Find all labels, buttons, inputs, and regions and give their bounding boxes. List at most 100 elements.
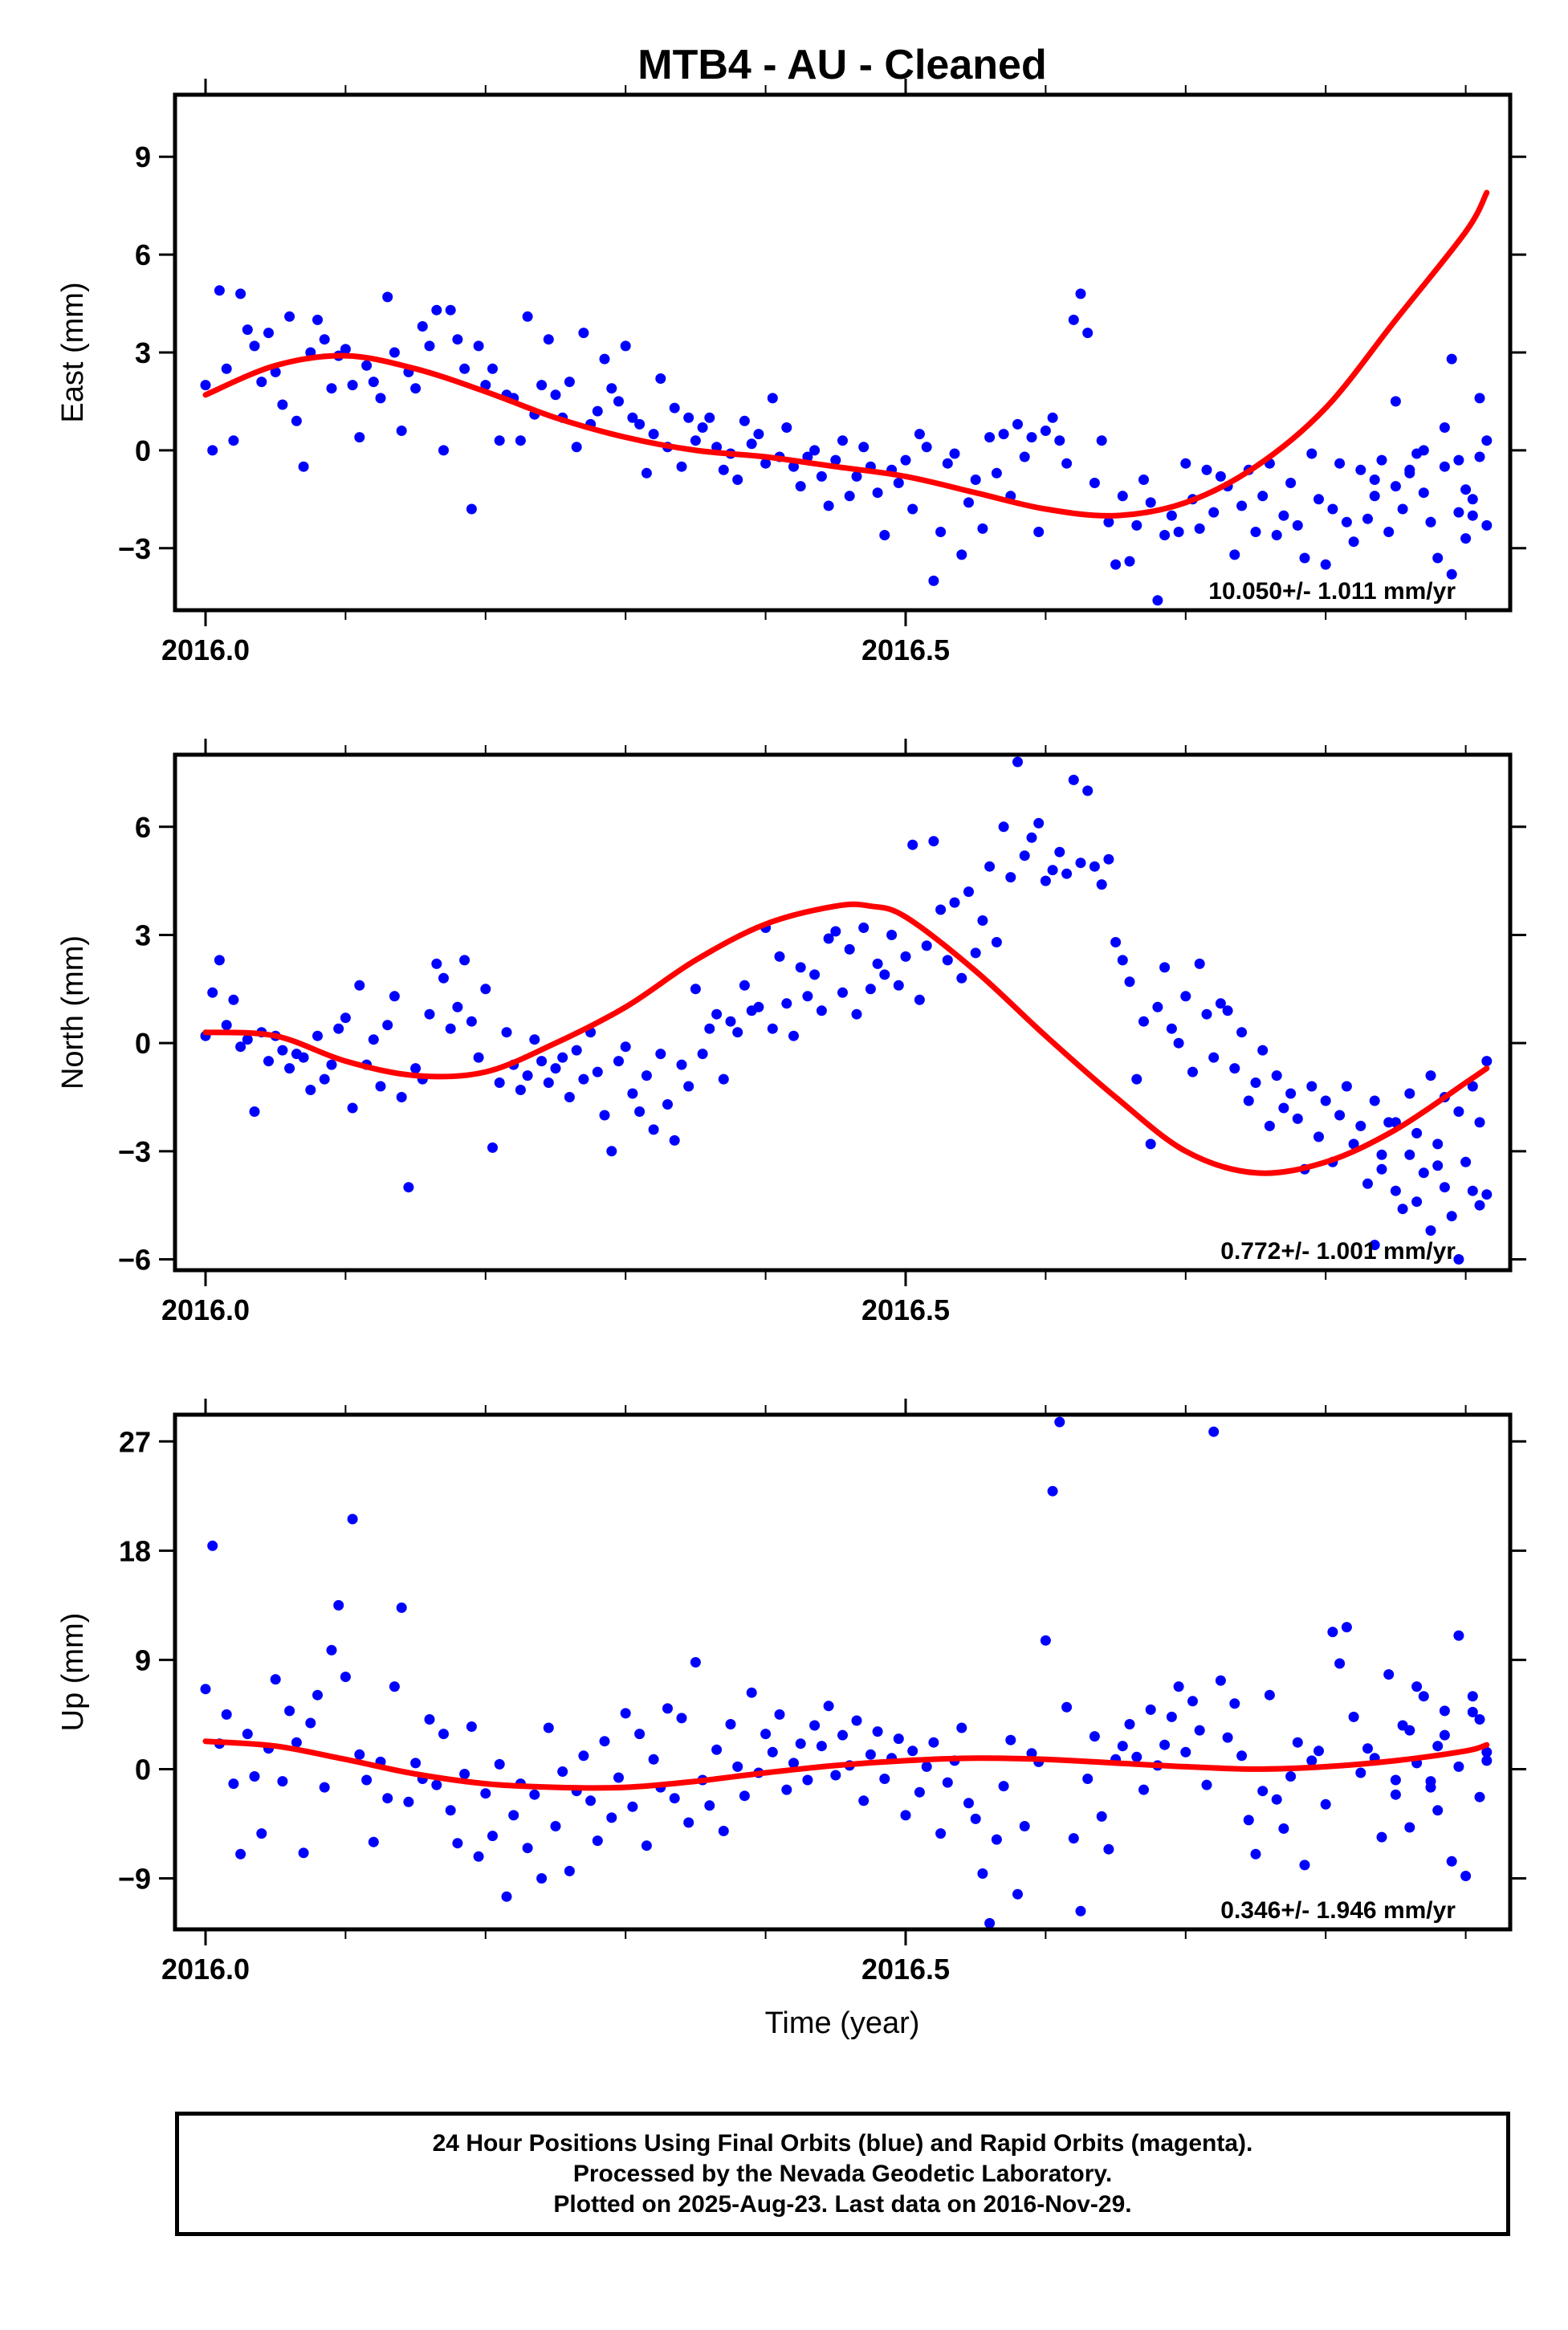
- up-data-point: [298, 1847, 309, 1859]
- east-data-point: [1054, 435, 1065, 446]
- up-data-point: [1453, 1761, 1464, 1772]
- east-data-point: [1327, 503, 1338, 515]
- up-data-point: [1264, 1689, 1275, 1701]
- up-data-point: [1362, 1743, 1373, 1754]
- up-data-point: [1201, 1779, 1212, 1790]
- north-data-point: [1418, 1167, 1429, 1179]
- east-data-point: [830, 454, 841, 466]
- east-data-point: [1481, 435, 1493, 446]
- east-y-axis-label: East (mm): [56, 282, 90, 422]
- north-data-point: [1306, 1081, 1318, 1092]
- up-data-point: [312, 1689, 323, 1701]
- east-data-point: [963, 497, 974, 508]
- up-data-point: [1467, 1706, 1478, 1717]
- up-data-point: [627, 1801, 638, 1812]
- up-data-point: [1453, 1630, 1464, 1641]
- up-data-point: [1481, 1746, 1493, 1758]
- north-data-point: [1117, 955, 1128, 966]
- north-data-point: [578, 1073, 589, 1085]
- north-data-point: [1460, 1156, 1472, 1167]
- east-data-point: [1208, 507, 1220, 518]
- up-data-point: [1103, 1843, 1114, 1855]
- north-data-point: [487, 1142, 498, 1153]
- east-data-point: [1138, 475, 1149, 485]
- north-data-point: [319, 1073, 330, 1085]
- north-data-point: [235, 1041, 246, 1053]
- east-data-point: [207, 445, 218, 456]
- up-data-point: [1334, 1658, 1346, 1669]
- east-data-point: [445, 304, 456, 316]
- north-data-point: [788, 1030, 799, 1041]
- up-data-point: [928, 1737, 939, 1748]
- north-data-point: [669, 1134, 680, 1146]
- up-data-point: [340, 1672, 351, 1682]
- east-data-point: [487, 363, 498, 374]
- up-data-point: [424, 1714, 435, 1725]
- up-data-point: [739, 1790, 750, 1802]
- up-data-point: [683, 1817, 694, 1828]
- east-data-point: [480, 380, 491, 391]
- north-data-point: [1320, 1095, 1331, 1106]
- east-data-point: [1061, 458, 1073, 469]
- north-data-point: [914, 994, 925, 1005]
- up-data-point: [1187, 1696, 1198, 1707]
- up-y-tick-label: −9: [118, 1863, 151, 1896]
- north-data-point: [1180, 991, 1191, 1002]
- north-data-point: [781, 998, 792, 1009]
- up-data-point: [991, 1834, 1002, 1845]
- up-data-point: [669, 1793, 680, 1804]
- up-data-point: [361, 1774, 373, 1786]
- east-data-point: [1089, 478, 1100, 488]
- north-data-point: [830, 926, 841, 937]
- up-data-point: [249, 1771, 260, 1782]
- east-data-point: [837, 435, 848, 446]
- east-data-point: [1278, 510, 1289, 521]
- up-data-point: [1446, 1855, 1457, 1867]
- north-data-point: [606, 1146, 617, 1157]
- east-data-point: [1418, 487, 1429, 499]
- north-data-point: [1194, 958, 1205, 969]
- east-data-point: [354, 432, 365, 443]
- up-data-point: [585, 1795, 597, 1807]
- up-data-point: [529, 1789, 540, 1800]
- east-data-point: [263, 328, 274, 339]
- north-data-point: [1012, 756, 1023, 768]
- east-data-point: [564, 377, 575, 388]
- up-data-point: [1390, 1774, 1401, 1786]
- north-data-point: [970, 947, 981, 959]
- north-data-point: [1040, 875, 1051, 886]
- up-data-point: [228, 1778, 239, 1790]
- east-data-point: [914, 429, 925, 440]
- north-data-point: [949, 897, 960, 908]
- up-data-point: [1138, 1784, 1149, 1795]
- north-data-point: [1411, 1196, 1423, 1208]
- east-data-point: [347, 380, 358, 391]
- north-data-point: [718, 1073, 729, 1085]
- east-data-point: [235, 288, 246, 299]
- east-rate-label: 10.050+/- 1.011 mm/yr: [1208, 578, 1456, 605]
- east-data-point: [1355, 464, 1366, 475]
- panel-north: 2016.0 2016.5 −6 −3 0 3 6 North (mm) 0.772+/- 1.…: [56, 739, 1526, 1326]
- east-data-point: [1362, 513, 1373, 524]
- panel-up: 2016.0 2016.5 −9 0 9 18 27 Up (mm) 0.346+/- 1.94…: [56, 1399, 1526, 1986]
- north-data-point: [375, 1081, 386, 1092]
- east-data-point: [1096, 435, 1107, 446]
- north-data-point: [1453, 1106, 1464, 1117]
- up-y-tick-label: 9: [135, 1644, 151, 1676]
- east-data-point: [1026, 432, 1037, 443]
- north-data-point: [739, 980, 750, 991]
- up-data-point: [641, 1840, 652, 1851]
- east-data-point: [1075, 288, 1086, 299]
- north-data-point: [1201, 1008, 1212, 1020]
- north-data-point: [1131, 1073, 1142, 1085]
- east-data-point: [1474, 451, 1485, 462]
- up-data-point: [613, 1772, 624, 1783]
- east-data-point: [872, 487, 883, 499]
- east-data-point: [1145, 497, 1156, 508]
- north-data-point: [1397, 1204, 1408, 1215]
- east-data-point: [319, 334, 330, 345]
- north-data-point: [998, 821, 1009, 833]
- east-y-tick-label: 3: [135, 336, 151, 369]
- east-data-point: [1390, 396, 1401, 407]
